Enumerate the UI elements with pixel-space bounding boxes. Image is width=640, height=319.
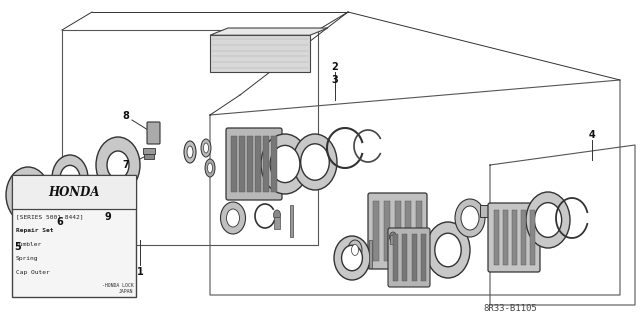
Ellipse shape (534, 203, 562, 237)
Ellipse shape (351, 244, 358, 256)
Bar (143, 148, 155, 154)
Bar (290, 205, 293, 237)
Bar (421, 234, 426, 281)
FancyBboxPatch shape (368, 193, 427, 269)
Ellipse shape (205, 159, 215, 177)
Text: 8: 8 (123, 111, 129, 121)
Ellipse shape (52, 155, 88, 201)
Ellipse shape (273, 210, 280, 220)
Text: Spring: Spring (15, 256, 38, 261)
FancyBboxPatch shape (147, 122, 160, 144)
Ellipse shape (426, 222, 470, 278)
Bar (263, 136, 269, 192)
Text: 7: 7 (123, 160, 129, 170)
Text: 1: 1 (136, 267, 143, 277)
Bar (511, 210, 516, 265)
Bar (502, 210, 508, 265)
Ellipse shape (60, 165, 80, 191)
Ellipse shape (6, 167, 50, 223)
Bar (480, 205, 500, 217)
Ellipse shape (187, 146, 193, 158)
Text: 8R33-B1105: 8R33-B1105 (483, 304, 537, 313)
Text: 6: 6 (56, 217, 63, 227)
Ellipse shape (293, 134, 337, 190)
Text: -HONDA LOCK
JAPAN: -HONDA LOCK JAPAN (102, 283, 133, 294)
Bar (210, 35, 310, 71)
Bar (255, 136, 261, 192)
Bar (144, 154, 154, 159)
Bar (12, 175, 136, 297)
Ellipse shape (227, 209, 239, 227)
Bar (12, 175, 136, 209)
Ellipse shape (221, 202, 246, 234)
FancyBboxPatch shape (388, 228, 430, 287)
Ellipse shape (334, 236, 370, 280)
Text: 9: 9 (104, 212, 111, 222)
Ellipse shape (390, 232, 397, 242)
Text: 3: 3 (332, 75, 339, 85)
Ellipse shape (207, 163, 212, 173)
Bar (373, 201, 379, 261)
Ellipse shape (348, 240, 362, 260)
Ellipse shape (461, 206, 479, 230)
Bar (403, 234, 407, 281)
Bar (416, 201, 422, 261)
Bar (412, 234, 417, 281)
Bar (405, 201, 412, 261)
Text: HONDA: HONDA (48, 186, 100, 199)
Ellipse shape (301, 144, 330, 180)
Bar (231, 136, 237, 192)
Bar (384, 201, 390, 261)
Bar (520, 210, 525, 265)
Ellipse shape (455, 199, 485, 237)
Text: Cap Outer: Cap Outer (15, 271, 49, 275)
Bar (369, 240, 372, 268)
Bar (247, 136, 253, 192)
Ellipse shape (526, 192, 570, 248)
Ellipse shape (96, 137, 140, 193)
FancyBboxPatch shape (488, 203, 540, 272)
Bar (394, 201, 401, 261)
Ellipse shape (17, 181, 40, 210)
Ellipse shape (184, 141, 196, 163)
FancyBboxPatch shape (226, 128, 282, 200)
Ellipse shape (201, 139, 211, 157)
Text: Tumbler: Tumbler (15, 242, 42, 248)
Text: 2: 2 (332, 62, 339, 72)
Ellipse shape (107, 151, 129, 179)
Polygon shape (210, 28, 328, 35)
Bar (274, 217, 280, 229)
Bar (393, 234, 398, 281)
Bar (271, 136, 277, 192)
Ellipse shape (204, 143, 209, 153)
Bar (493, 210, 499, 265)
Bar (390, 235, 395, 244)
Bar (239, 136, 245, 192)
Text: [SERIES 5001 8442]: [SERIES 5001 8442] (15, 214, 83, 219)
Ellipse shape (270, 145, 300, 182)
Ellipse shape (261, 134, 309, 194)
Text: 4: 4 (589, 130, 595, 140)
Text: 5: 5 (15, 242, 21, 252)
Text: Repair Set: Repair Set (15, 228, 53, 234)
Ellipse shape (342, 245, 362, 271)
Ellipse shape (435, 233, 461, 267)
Bar (529, 210, 534, 265)
